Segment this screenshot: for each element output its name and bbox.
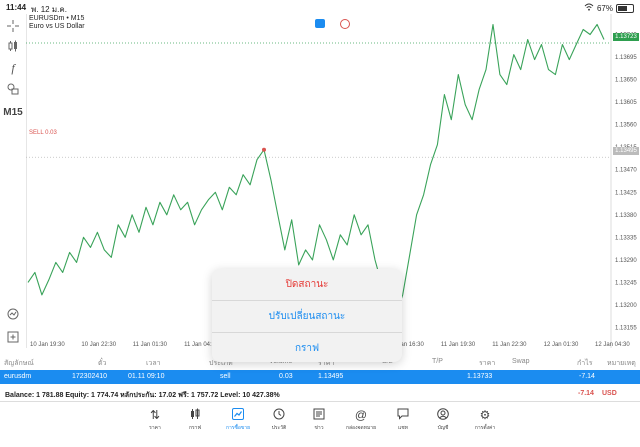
col-comment: หมายเหตุ (607, 360, 636, 367)
position-symbol: eurusdm (4, 373, 32, 380)
position-ticket: 172302410 (72, 373, 108, 380)
y-tick-label: 1.13335 (615, 235, 637, 241)
timeframe-button[interactable]: M15 (3, 106, 23, 118)
x-tick-label: 11 Jan 01:30 (133, 342, 168, 348)
y-tick-label: 1.13380 (615, 213, 637, 219)
symbol-description: Euro vs US Dollar (29, 23, 85, 30)
y-tick-label: 1.13560 (615, 123, 637, 129)
status-date: พ. 12 ม.ค. (31, 5, 67, 14)
col-type: ประเภท (209, 360, 233, 367)
x-tick-label: 11 Jan 19:30 (441, 342, 476, 348)
position-profit: -7.14 (579, 373, 595, 380)
position-open-price: 1.13495 (318, 373, 344, 380)
bottom-navigation: ⇅ ราคา กราฟ การซื้อขาย ประวัติ ข่าว @ กล… (0, 402, 640, 447)
y-tick-label: 1.13650 (615, 78, 637, 84)
add-order-icon[interactable] (4, 328, 22, 346)
col-ticket: ตั๋ว (98, 360, 107, 367)
x-tick-label: 11 Jan 16:30 (390, 342, 425, 348)
nav-settings[interactable]: ⚙ การตั้งค่า (467, 408, 503, 432)
position-type: sell (220, 373, 231, 380)
x-tick-label: 10 Jan 19:30 (30, 342, 65, 348)
one-click-trade-icon[interactable] (315, 19, 325, 28)
trade-levels-icon[interactable] (340, 19, 350, 29)
nav-history[interactable]: ประวัติ (261, 408, 297, 432)
sell-order-label: SELL 0.03 (29, 130, 57, 136)
sell-price-tag: 1.13495 (613, 147, 639, 155)
nav-mailbox[interactable]: @ กล่องจดหมาย (343, 408, 379, 432)
modify-position-button[interactable]: ปรับเปลี่ยนสถานะ (212, 301, 402, 333)
position-row[interactable]: eurusdm 172302410 01.11 09:10 sell 0.03 … (0, 370, 640, 384)
currency-label: USD (602, 390, 617, 397)
x-tick-label: 10 Jan 22:30 (81, 342, 116, 348)
position-action-sheet: ปิดสถานะ ปรับเปลี่ยนสถานะ กราฟ (212, 269, 402, 362)
col-profit: กำไร (577, 360, 593, 367)
trade-icon (220, 408, 256, 422)
y-tick-label: 1.13425 (615, 190, 637, 196)
col-current-price: ราคา (479, 360, 496, 367)
news-icon (301, 408, 337, 422)
nav-news[interactable]: ข่าว (301, 408, 337, 432)
position-volume: 0.03 (279, 373, 293, 380)
close-position-button[interactable]: ปิดสถานะ (212, 269, 402, 301)
battery-percent: 67% (596, 3, 613, 13)
nav-chart[interactable]: กราฟ (177, 408, 213, 432)
balance-bar: Balance: 1 781.88 Equity: 1 774.74 หลักป… (0, 387, 640, 402)
x-tick-label: 12 Jan 01:30 (544, 342, 579, 348)
position-current-price: 1.13733 (467, 373, 493, 380)
trend-icon[interactable] (4, 305, 22, 323)
y-tick-label: 1.13470 (615, 168, 637, 174)
col-tp: T/P (432, 358, 443, 365)
chart-icon (177, 408, 213, 422)
status-time: 11:44 (6, 3, 27, 12)
col-swap: Swap (512, 358, 530, 365)
sell-entry-marker (262, 147, 266, 152)
x-tick-label: 12 Jan 04:30 (595, 342, 630, 348)
status-bar: 11:44 พ. 12 ม.ค. 67% (0, 0, 640, 14)
wifi-icon (584, 3, 594, 13)
settings-icon: ⚙ (479, 408, 491, 422)
mail-icon: @ (354, 408, 368, 422)
chart-toolbar: f M15 (0, 14, 27, 348)
account-icon (425, 408, 461, 422)
y-tick-label: 1.13245 (615, 280, 637, 286)
x-tick-label: 11 Jan 04:30 (184, 342, 219, 348)
nav-trade[interactable]: การซื้อขาย (220, 408, 256, 432)
y-tick-label: 1.13200 (615, 303, 637, 309)
total-profit: -7.14 (578, 390, 594, 397)
y-tick-label: 1.13155 (615, 325, 637, 331)
battery-icon (616, 3, 634, 13)
symbol-title: EURUSDm • M15 (29, 15, 85, 22)
current-price-tag: 1.13723 (613, 33, 639, 41)
price-series-line (27, 23, 605, 316)
col-time: เวลา (146, 360, 161, 367)
col-open-price: ราคา (318, 360, 335, 367)
col-symbol: สัญลักษณ์ (4, 360, 34, 367)
x-tick-label: 11 Jan 22:30 (492, 342, 527, 348)
crosshair-icon[interactable] (4, 17, 22, 35)
nav-account[interactable]: บัญชี (425, 408, 461, 432)
quotes-icon: ⇅ (149, 408, 161, 422)
chat-icon (385, 408, 421, 422)
history-icon (261, 408, 297, 422)
objects-icon[interactable] (4, 80, 22, 98)
nav-chat[interactable]: แชท (385, 408, 421, 432)
y-tick-label: 1.13290 (615, 258, 637, 264)
candle-type-icon[interactable] (4, 37, 22, 55)
open-chart-button[interactable]: กราฟ (294, 343, 320, 354)
y-tick-label: 1.13605 (615, 100, 637, 106)
position-time: 01.11 09:10 (128, 373, 165, 380)
nav-quotes[interactable]: ⇅ ราคา (137, 408, 173, 432)
indicators-icon[interactable]: f (11, 60, 15, 75)
balance-summary: Balance: 1 781.88 Equity: 1 774.74 หลักป… (5, 392, 280, 399)
y-tick-label: 1.13695 (615, 55, 637, 61)
